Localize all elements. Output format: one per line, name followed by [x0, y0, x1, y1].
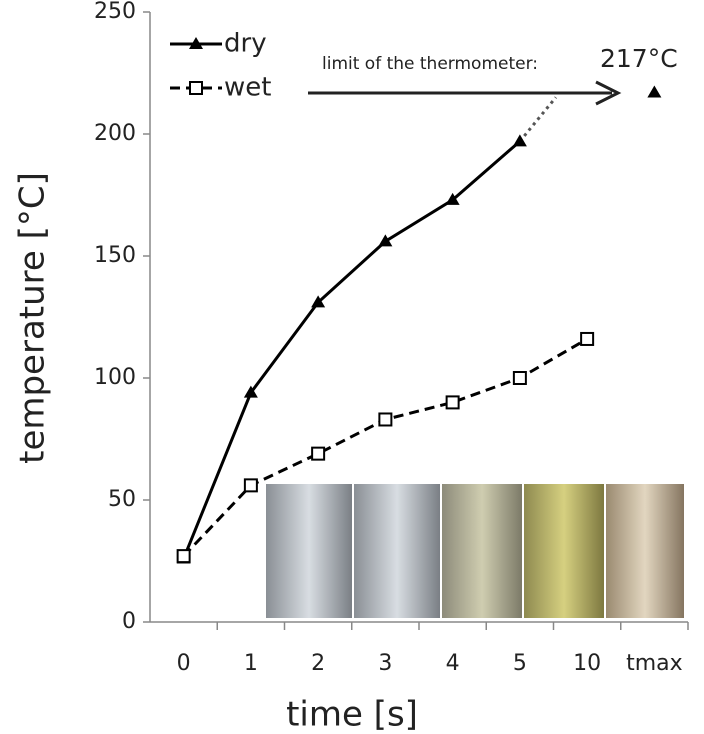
y-tick-label: 200 [94, 121, 136, 146]
y-tick-label: 50 [108, 487, 136, 512]
x-tick-label: tmax [626, 651, 683, 676]
arrow-head [595, 80, 622, 106]
x-tick-label: 0 [177, 651, 191, 676]
legend-label: wet [224, 73, 271, 103]
data-point [311, 295, 326, 308]
data-point [647, 85, 662, 98]
series-line [182, 140, 521, 560]
x-tick-label: 3 [378, 651, 392, 676]
y-axis-label: temperature [°C] [13, 172, 53, 464]
data-point [580, 331, 595, 346]
annotation: 217°C [600, 44, 678, 73]
y-tick-label: 100 [94, 365, 136, 390]
data-point [378, 234, 393, 247]
x-tick-label: 4 [446, 651, 460, 676]
y-tick-label: 0 [122, 609, 136, 634]
data-point [311, 446, 326, 461]
extension [518, 96, 558, 143]
legend-label: dry [224, 29, 267, 59]
annotation: limit of the thermometer: [322, 54, 538, 74]
x-tick-label: 1 [244, 651, 258, 676]
x-tick-label: 10 [573, 651, 601, 676]
data-point [378, 412, 393, 427]
x-axis-label: time [s] [286, 695, 418, 734]
data-point [445, 395, 460, 410]
inset-photos [266, 484, 684, 618]
data-point [445, 192, 460, 205]
x-tick-label: 5 [513, 651, 527, 676]
data-point [189, 81, 203, 95]
data-point [243, 385, 258, 398]
data-point [176, 549, 191, 564]
data-point [512, 371, 527, 385]
data-point [243, 478, 258, 493]
data-point [189, 37, 203, 49]
y-tick-label: 150 [94, 243, 136, 268]
x-tick-label: 2 [311, 651, 325, 676]
y-tick-label: 250 [94, 0, 136, 24]
data-point [512, 134, 527, 147]
